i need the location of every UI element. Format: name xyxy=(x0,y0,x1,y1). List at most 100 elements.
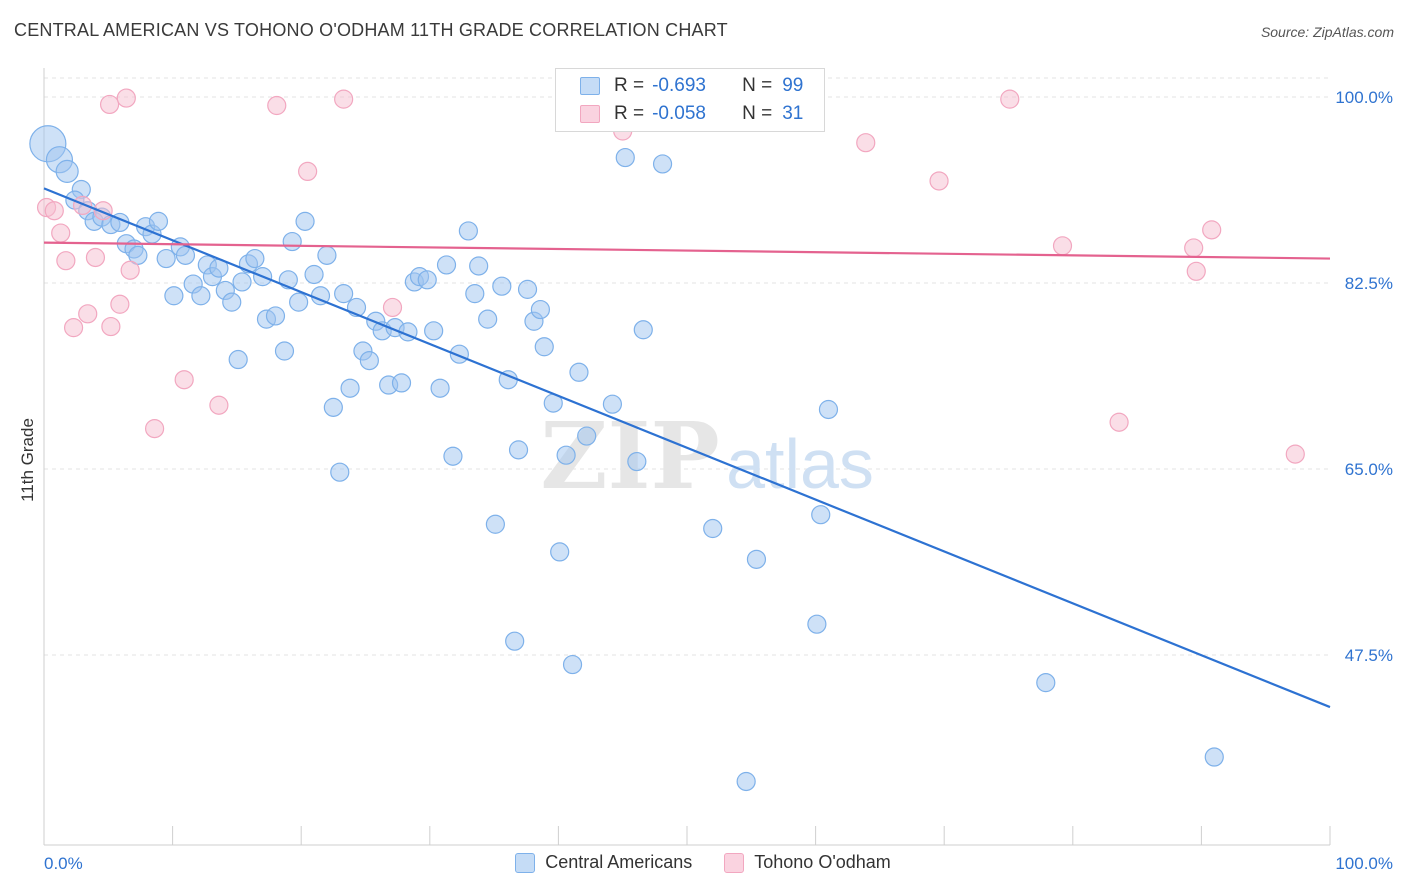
tohono-oodham-point xyxy=(1285,444,1305,464)
central-americans-point xyxy=(807,614,827,634)
legend-row-central-americans: R = -0.693 N = 99 xyxy=(580,75,803,97)
tohono-oodham-point xyxy=(209,395,229,415)
legend-label: Central Americans xyxy=(545,852,693,872)
chart-title: CENTRAL AMERICAN VS TOHONO O'ODHAM 11TH … xyxy=(14,20,728,40)
central-americans-point xyxy=(485,514,505,534)
legend-n-value: 31 xyxy=(782,103,804,124)
legend-r-value: -0.058 xyxy=(652,103,706,124)
tohono-oodham-point xyxy=(1052,236,1073,256)
central-americans-point xyxy=(191,286,211,306)
legend-item-central-americans[interactable]: Central Americans xyxy=(515,852,692,873)
central-americans-point xyxy=(1204,747,1224,767)
central-americans-point xyxy=(652,154,673,174)
central-americans-point xyxy=(469,256,489,276)
tohono-oodham-point xyxy=(144,419,165,439)
central-americans-point xyxy=(55,159,79,183)
legend-n-value: 99 xyxy=(782,75,804,96)
y-tick-label: 65.0% xyxy=(1345,460,1393,479)
tohono-oodham-point xyxy=(44,201,64,221)
central-americans-point xyxy=(304,264,324,285)
tohono-oodham-point xyxy=(1202,220,1222,240)
tohono-oodham-point xyxy=(110,294,130,314)
central-americans-point xyxy=(627,451,647,472)
tohono-oodham-point xyxy=(99,94,120,115)
central-americans-point xyxy=(569,362,589,382)
axes xyxy=(43,68,1331,846)
tohono-oodham-point xyxy=(51,223,71,243)
central-americans-point xyxy=(517,279,538,299)
central-americans-point xyxy=(164,286,184,306)
tohono-oodham-point xyxy=(56,251,76,271)
tohono-oodham-point xyxy=(1186,261,1206,281)
tohono-oodham-point xyxy=(63,318,84,338)
tohono-oodham-point xyxy=(856,133,876,153)
central-americans-point xyxy=(633,320,653,340)
central-americans-point xyxy=(228,349,248,370)
tohono-oodham-point xyxy=(85,247,106,268)
tohono-oodham-point xyxy=(1109,412,1129,432)
legend-swatch-blue xyxy=(515,852,536,873)
legend-r-label: R = xyxy=(614,103,645,124)
central-americans-point xyxy=(417,270,437,290)
central-americans-point xyxy=(359,350,379,371)
central-americans-point xyxy=(222,292,242,312)
central-americans-point xyxy=(505,631,525,651)
tohono-oodham-point xyxy=(1184,238,1204,258)
central-americans-point xyxy=(703,518,723,539)
legend-r-label: R = xyxy=(614,75,645,96)
central-americans-point xyxy=(818,399,839,420)
central-americans-point xyxy=(156,248,176,269)
central-americans-point xyxy=(391,373,412,393)
central-americans-point xyxy=(458,221,478,241)
legend-r-value: -0.693 xyxy=(652,75,706,96)
series-legend: Central Americans Tohono O'odham xyxy=(0,852,1406,873)
x-tick-label: 0.0% xyxy=(44,854,83,873)
legend-swatch-blue xyxy=(580,77,600,95)
tohono-oodham-point xyxy=(101,316,121,337)
central-americans-point xyxy=(465,284,485,304)
tohono-oodham-point xyxy=(382,297,403,318)
tohono-oodham-point xyxy=(1000,89,1020,109)
central-americans-point xyxy=(148,211,169,231)
legend-row-tohono-oodham: R = -0.058 N = 31 xyxy=(580,103,803,125)
trend-lines xyxy=(43,187,1331,709)
central-americans-point xyxy=(282,231,302,252)
central-americans-point xyxy=(478,309,498,329)
tohono-oodham-trend-line xyxy=(43,241,1331,260)
tohono-oodham-point xyxy=(298,161,318,181)
tohono-oodham-point xyxy=(120,260,140,280)
y-tick-label: 47.5% xyxy=(1345,646,1393,665)
central-americans-point xyxy=(508,440,529,460)
central-americans-point xyxy=(530,299,550,320)
central-americans-point xyxy=(265,306,286,326)
central-americans-point xyxy=(811,505,831,525)
watermark: ZIP atlas xyxy=(540,402,874,510)
legend-item-tohono-oodham[interactable]: Tohono O'odham xyxy=(724,852,891,873)
central-americans-point xyxy=(550,542,570,562)
central-americans-point xyxy=(534,337,554,357)
tohono-oodham-point xyxy=(267,95,287,116)
central-americans-point xyxy=(334,284,354,304)
central-americans-point xyxy=(232,272,252,292)
stats-legend: R = -0.693 N = 99 R = -0.058 N = 31 xyxy=(555,68,825,132)
central-americans-point xyxy=(1036,673,1056,693)
central-americans-point xyxy=(746,549,767,569)
central-americans-point xyxy=(436,255,457,275)
legend-swatch-pink xyxy=(580,105,600,123)
legend-n-label: N = xyxy=(742,103,773,124)
central-americans-point xyxy=(492,276,512,296)
central-americans-point xyxy=(323,397,343,417)
central-americans-point xyxy=(245,248,265,269)
legend-n-label: N = xyxy=(742,75,773,96)
central-americans-point xyxy=(430,378,450,398)
watermark-atlas: atlas xyxy=(726,425,874,503)
central-americans-point xyxy=(274,341,295,361)
central-americans-point xyxy=(443,446,463,466)
central-americans-point xyxy=(424,321,444,341)
tohono-oodham-point xyxy=(334,89,354,109)
tohono-oodham-point xyxy=(78,304,98,324)
central-americans-point xyxy=(577,426,597,446)
central-americans-trend-line xyxy=(43,187,1331,709)
central-americans-point xyxy=(289,292,309,312)
central-americans-point xyxy=(562,654,583,675)
